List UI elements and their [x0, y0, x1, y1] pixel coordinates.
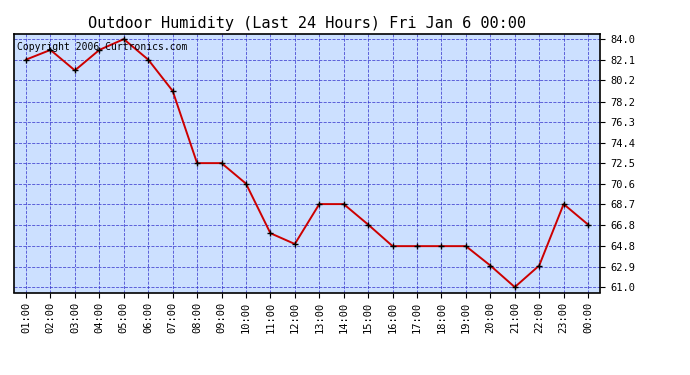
Text: Copyright 2006 Curtronics.com: Copyright 2006 Curtronics.com — [17, 42, 187, 51]
Title: Outdoor Humidity (Last 24 Hours) Fri Jan 6 00:00: Outdoor Humidity (Last 24 Hours) Fri Jan… — [88, 16, 526, 31]
